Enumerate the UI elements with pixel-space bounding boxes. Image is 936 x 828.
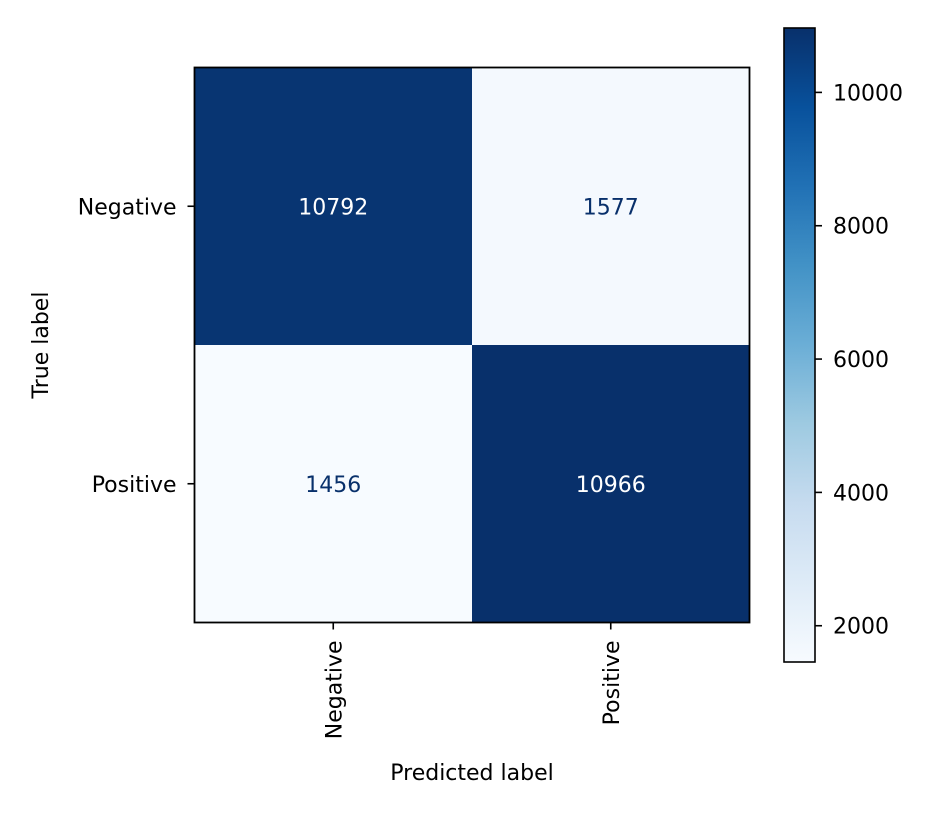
colorbar-tick-label: 6000 bbox=[833, 348, 889, 373]
matrix-frame bbox=[193, 66, 751, 624]
colorbar-tick-label: 4000 bbox=[833, 481, 889, 506]
colorbar bbox=[784, 28, 815, 662]
matrix-cell-value: 10966 bbox=[576, 473, 646, 498]
matrix-cell bbox=[194, 345, 473, 623]
colorbar-tick-label: 8000 bbox=[833, 215, 889, 240]
colorbar-ticks: 2000 4000 6000 8000 10000 bbox=[815, 81, 903, 640]
colorbar-tick-label: 10000 bbox=[833, 81, 903, 106]
matrix-cell bbox=[194, 67, 473, 346]
y-tick-label: Negative bbox=[78, 195, 177, 220]
matrix-cells: 10792 1577 1456 10966 bbox=[194, 67, 750, 623]
matrix-cell-value: 10792 bbox=[298, 195, 368, 220]
x-axis-ticks: Negative Positive bbox=[322, 622, 625, 740]
matrix-cell bbox=[472, 67, 750, 346]
y-axis-ticks: Negative Positive bbox=[78, 195, 195, 498]
x-axis-title: Predicted label bbox=[390, 761, 553, 786]
colorbar-tick-label: 2000 bbox=[833, 615, 889, 640]
y-axis-title: True label bbox=[29, 292, 54, 400]
x-tick-label: Positive bbox=[600, 641, 625, 726]
matrix-cell-value: 1456 bbox=[305, 473, 361, 498]
x-tick-label: Negative bbox=[322, 641, 347, 740]
matrix-cell-value: 1577 bbox=[583, 195, 639, 220]
y-tick-label: Positive bbox=[92, 473, 177, 498]
colorbar-frame bbox=[783, 27, 816, 663]
matrix-cell bbox=[472, 345, 750, 623]
